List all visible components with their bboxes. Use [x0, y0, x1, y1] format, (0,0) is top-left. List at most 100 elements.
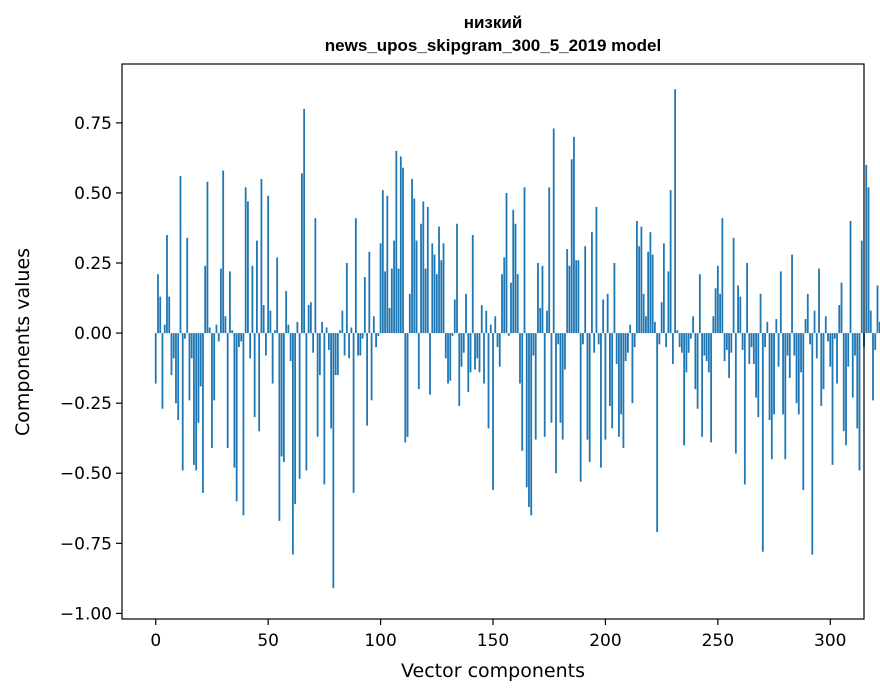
bar	[800, 333, 802, 373]
bar	[444, 333, 447, 359]
bar	[845, 333, 847, 446]
bar	[314, 218, 317, 334]
bar	[811, 333, 814, 555]
bar	[645, 316, 647, 334]
bar	[251, 265, 254, 334]
bar	[633, 333, 636, 348]
bar	[514, 223, 517, 334]
bar	[534, 333, 537, 440]
bar	[298, 333, 301, 479]
bar	[530, 333, 533, 516]
bar	[561, 333, 564, 440]
bar	[274, 330, 276, 334]
bar	[806, 293, 809, 334]
bar	[345, 263, 348, 334]
bar	[157, 274, 159, 334]
bar	[242, 333, 245, 516]
bar	[793, 333, 796, 356]
bar	[631, 333, 634, 404]
bar	[689, 333, 692, 339]
bar	[327, 333, 330, 350]
bar	[285, 291, 288, 334]
bar	[788, 333, 791, 378]
bar	[220, 268, 222, 334]
bar	[721, 218, 724, 334]
bar	[372, 316, 375, 334]
bar	[186, 237, 189, 334]
bar	[874, 333, 877, 350]
bar	[485, 310, 488, 334]
bar	[453, 299, 456, 334]
bar	[723, 333, 726, 362]
bar	[779, 271, 782, 334]
bar	[265, 333, 267, 356]
bar	[159, 296, 162, 334]
x-tick-label: 150	[477, 631, 509, 651]
bar	[188, 333, 191, 401]
bar	[849, 220, 852, 334]
bar	[388, 307, 391, 334]
bar	[271, 333, 274, 384]
bar	[809, 333, 811, 345]
bar	[249, 333, 252, 359]
bar	[676, 330, 679, 334]
bar	[777, 333, 780, 367]
bar	[878, 321, 880, 334]
bar	[467, 333, 470, 392]
bar	[725, 333, 728, 350]
bar	[694, 333, 697, 390]
bar	[773, 333, 775, 415]
bar	[613, 263, 616, 334]
bar	[838, 305, 841, 334]
y-axis: 0.75 0.50 0.25 0.00 −0.25 −0.50 −0.75 −1.00	[60, 114, 122, 624]
bar	[579, 333, 582, 482]
bar	[375, 333, 377, 348]
bar	[190, 333, 193, 359]
bar	[395, 150, 398, 334]
bar	[869, 310, 872, 334]
bar	[595, 206, 598, 334]
bar	[797, 333, 800, 415]
bar	[759, 293, 762, 334]
bar	[730, 333, 733, 353]
bar	[604, 333, 607, 440]
bar	[593, 333, 596, 353]
bar	[154, 333, 157, 384]
bar	[465, 293, 467, 334]
bar	[813, 310, 816, 334]
bar	[714, 288, 717, 334]
bar	[512, 209, 515, 334]
bar	[543, 333, 546, 437]
bar	[240, 333, 243, 342]
bar	[179, 176, 182, 334]
bar	[404, 333, 407, 443]
bar	[202, 333, 204, 493]
bar	[570, 159, 573, 334]
bar	[698, 274, 701, 334]
bar	[836, 333, 838, 384]
y-tick-label: −1.00	[60, 604, 112, 624]
bar	[627, 333, 629, 353]
bar	[204, 265, 207, 334]
bar	[229, 271, 231, 334]
bar	[770, 333, 773, 460]
bar	[649, 232, 652, 334]
bar	[746, 263, 748, 334]
bar	[851, 333, 854, 398]
bar	[548, 187, 551, 334]
bar	[256, 240, 258, 334]
bar	[211, 333, 213, 449]
bar	[865, 164, 868, 334]
bar	[226, 333, 229, 449]
bar	[276, 257, 279, 334]
bar	[611, 333, 614, 429]
bar	[300, 173, 303, 334]
bar	[669, 190, 672, 334]
bar	[833, 333, 836, 339]
bar	[282, 333, 285, 463]
bar	[876, 285, 879, 334]
bar	[175, 333, 177, 404]
bar	[678, 333, 681, 348]
bar	[206, 181, 209, 334]
